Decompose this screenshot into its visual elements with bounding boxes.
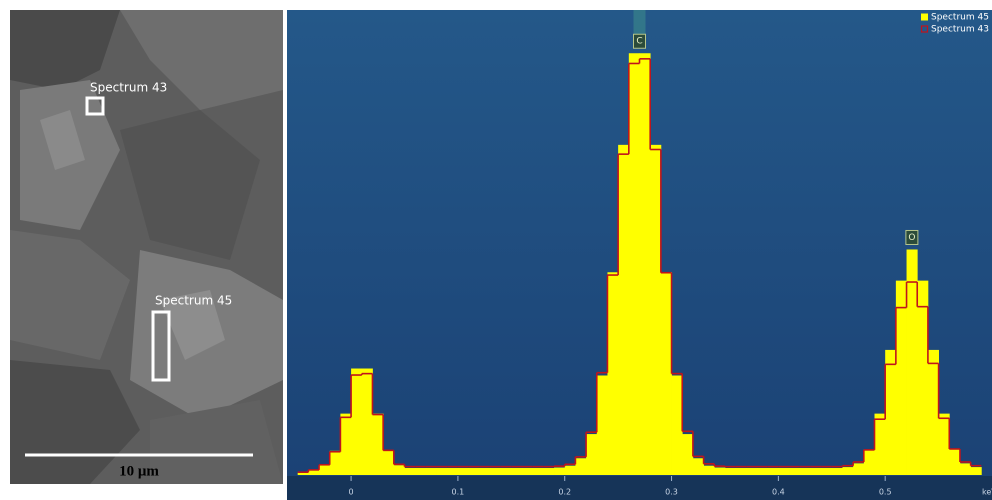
bar [351,369,362,475]
bar [586,434,597,475]
bar [810,468,821,475]
bar [362,369,373,475]
bar [522,468,533,475]
bar [415,468,426,475]
legend-label: Spectrum 45 [931,13,989,23]
bar [479,468,490,475]
bar [704,466,715,475]
micrograph: Spectrum 43 Spectrum 45 10 μm [10,10,283,484]
bar [885,350,896,475]
bar [543,468,554,475]
bar [800,468,811,475]
bar [405,468,416,475]
bar [340,414,351,475]
bar [853,463,864,475]
bar [490,468,501,475]
bar [640,53,651,475]
legend-swatch [921,14,928,21]
x-tick-label: 0.1 [452,488,465,497]
x-tick-label: 0.5 [879,488,892,497]
bar [383,451,394,475]
bar [714,468,725,475]
x-tick-label: 0.3 [665,488,678,497]
bar [949,449,960,475]
bar [725,468,736,475]
bar [960,463,971,475]
annotation: O [908,233,915,243]
spectrum-label: Spectrum 45 [155,294,232,308]
bar [682,434,693,475]
bar [746,468,757,475]
annotation: C [636,37,642,47]
bar [928,350,939,475]
bar [308,470,319,475]
bar [319,465,330,475]
legend-label: Spectrum 43 [931,25,989,35]
bar [736,468,747,475]
bar [330,451,341,475]
bar [437,468,448,475]
bar [554,468,565,475]
bar [661,272,672,475]
bar [896,281,907,475]
bar [789,468,800,475]
x-tick-label: 0.4 [772,488,785,497]
x-tick-label: 0 [349,488,354,497]
bar [757,468,768,475]
bar [875,414,886,475]
bar [597,375,608,475]
spectrum-label: Spectrum 43 [90,81,167,95]
bar [298,473,309,475]
figure: Spectrum 43 Spectrum 45 10 μm 0 0.1 0.2 0.3… [0,0,992,500]
bar [842,467,853,475]
scale-bar-label: 10 μm [119,463,159,479]
bar [501,468,512,475]
bar [939,414,950,475]
bar [372,414,383,475]
bar [469,468,480,475]
bar [575,458,586,475]
bar [693,458,704,475]
bar [565,466,576,475]
bar [864,449,875,475]
bar [971,467,982,475]
bar [768,468,779,475]
x-tick-label: 0.2 [558,488,571,497]
bar [511,468,522,475]
x-axis-label: keV [982,488,992,497]
bar [778,468,789,475]
bar [650,145,661,475]
bar [533,468,544,475]
bar [917,281,928,475]
bar [458,468,469,475]
bar [832,468,843,475]
bar [447,468,458,475]
bar [672,375,683,475]
bar [821,468,832,475]
bar [618,145,629,475]
bar [394,465,405,475]
page: Spectrum 43 Spectrum 45 10 μm 0 0.1 0.2 0.3… [0,0,992,500]
bar [629,53,640,475]
bar [607,272,618,475]
bar [426,468,437,475]
bar [907,249,918,475]
spectrum-chart: 0 0.1 0.2 0.3 0.4 0.5 keV C O Spectrum 45 Spectrum… [287,10,992,500]
